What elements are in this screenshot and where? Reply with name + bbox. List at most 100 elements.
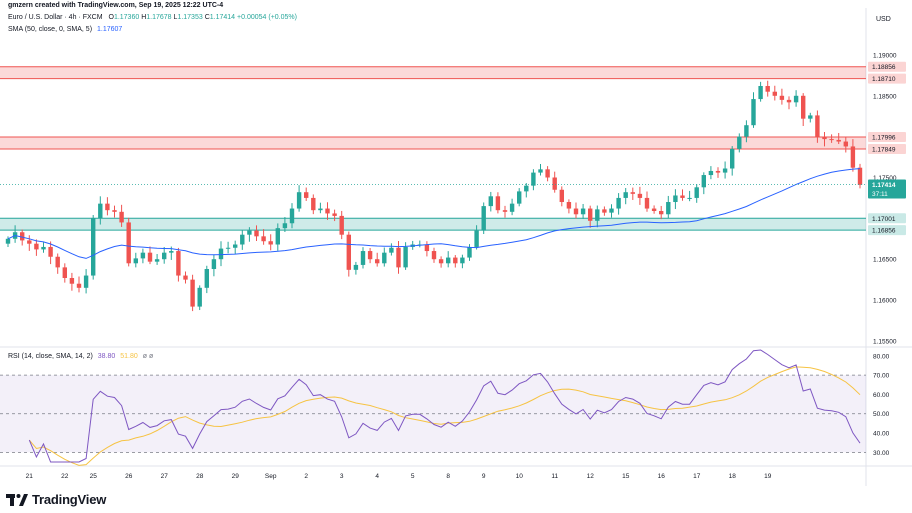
candle-body[interactable] [438, 259, 444, 264]
candle-body[interactable] [524, 185, 529, 192]
candle-body[interactable] [48, 246, 53, 257]
candle-body[interactable] [815, 115, 820, 137]
candle-body[interactable] [694, 187, 699, 198]
candle-body[interactable] [559, 189, 565, 203]
candle-body[interactable] [609, 208, 614, 213]
candle-body[interactable] [765, 85, 770, 92]
candle-body[interactable] [630, 192, 636, 194]
candle-body[interactable] [105, 203, 110, 211]
candle-body[interactable] [190, 279, 195, 307]
candle-body[interactable] [502, 210, 508, 212]
candle-body[interactable] [673, 195, 678, 203]
candle-body[interactable] [176, 251, 181, 276]
candle-body[interactable] [587, 208, 593, 221]
candle-body[interactable] [737, 136, 742, 149]
candle-body[interactable] [247, 230, 252, 235]
candle-body[interactable] [318, 208, 323, 211]
candle-body[interactable] [204, 269, 210, 288]
candle-body[interactable] [687, 197, 692, 199]
candle-body[interactable] [758, 85, 763, 100]
candle-body[interactable] [183, 275, 188, 280]
candle-body[interactable] [857, 167, 863, 185]
candle-body[interactable] [360, 251, 366, 265]
candle-body[interactable] [34, 243, 39, 250]
candle-body[interactable] [715, 170, 721, 173]
candle-body[interactable] [218, 248, 224, 260]
candle-body[interactable] [623, 192, 628, 198]
candle-body[interactable] [197, 287, 202, 307]
candle-body[interactable] [644, 197, 650, 209]
candle-body[interactable] [211, 259, 217, 270]
candle-body[interactable] [602, 209, 607, 213]
candle-body[interactable] [389, 247, 394, 253]
candle-body[interactable] [722, 168, 728, 173]
candle-body[interactable] [538, 169, 543, 173]
candle-body[interactable] [62, 267, 68, 278]
candle-body[interactable] [126, 222, 131, 264]
candle-body[interactable] [658, 211, 664, 215]
candle-body[interactable] [346, 234, 352, 270]
candle-body[interactable] [311, 197, 316, 211]
candle-body[interactable] [666, 202, 671, 215]
candle-body[interactable] [800, 95, 806, 119]
candle-body[interactable] [5, 238, 11, 244]
candle-body[interactable] [836, 139, 841, 142]
candle-body[interactable] [786, 99, 792, 103]
candle-body[interactable] [808, 115, 813, 119]
candle-body[interactable] [822, 136, 827, 140]
candle-body[interactable] [474, 230, 479, 247]
candle-body[interactable] [431, 251, 437, 260]
candle-body[interactable] [332, 213, 337, 216]
sma-legend[interactable]: SMA (50, close, 0, SMA, 5) 1.17607 [8, 26, 122, 33]
candle-body[interactable] [268, 241, 273, 245]
candle-body[interactable] [353, 264, 359, 270]
candle-body[interactable] [367, 251, 373, 260]
candle-body[interactable] [261, 236, 266, 242]
candle-body[interactable] [701, 175, 707, 188]
candle-body[interactable] [573, 208, 579, 215]
candle-body[interactable] [460, 257, 465, 264]
candle-body[interactable] [90, 218, 96, 276]
candle-body[interactable] [829, 139, 834, 141]
candle-body[interactable] [751, 99, 756, 126]
candle-body[interactable] [545, 169, 550, 178]
rsi-legend[interactable]: RSI (14, close, SMA, 14, 2) 38.80 51.80 … [8, 353, 153, 360]
candle-body[interactable] [282, 223, 288, 229]
candle-body[interactable] [396, 247, 401, 268]
candle-body[interactable] [424, 244, 430, 252]
candle-body[interactable] [566, 202, 572, 209]
candle-body[interactable] [680, 195, 685, 198]
candle-body[interactable] [637, 193, 643, 198]
candle-body[interactable] [69, 278, 75, 284]
candle-body[interactable] [55, 256, 60, 268]
candle-body[interactable] [445, 257, 451, 264]
candle-body[interactable] [112, 210, 117, 212]
symbol-legend[interactable]: Euro / U.S. Dollar · 4h · FXCM O1.17360 … [8, 14, 297, 21]
candle-body[interactable] [374, 259, 380, 264]
candle-body[interactable] [516, 191, 522, 204]
candle-body[interactable] [779, 95, 785, 100]
candle-body[interactable] [140, 252, 146, 259]
candle-body[interactable] [651, 208, 657, 211]
candle-body[interactable] [225, 247, 231, 249]
candle-body[interactable] [240, 234, 245, 245]
candle-body[interactable] [133, 258, 139, 264]
candle-body[interactable] [495, 196, 501, 211]
tradingview-logo[interactable]: TradingView [6, 492, 106, 507]
candle-body[interactable] [303, 192, 309, 198]
candle-body[interactable] [580, 208, 586, 215]
candle-body[interactable] [161, 252, 167, 260]
candle-body[interactable] [76, 283, 82, 288]
candle-body[interactable] [382, 252, 387, 264]
candle-body[interactable] [708, 170, 714, 176]
candle-body[interactable] [403, 246, 408, 268]
candle-body[interactable] [83, 275, 89, 288]
candle-body[interactable] [509, 203, 515, 212]
candle-body[interactable] [232, 244, 238, 248]
candle-body[interactable] [147, 252, 153, 262]
candle-body[interactable] [325, 208, 330, 214]
candle-body[interactable] [729, 148, 735, 169]
candle-body[interactable] [772, 91, 778, 96]
candle-body[interactable] [275, 228, 281, 245]
